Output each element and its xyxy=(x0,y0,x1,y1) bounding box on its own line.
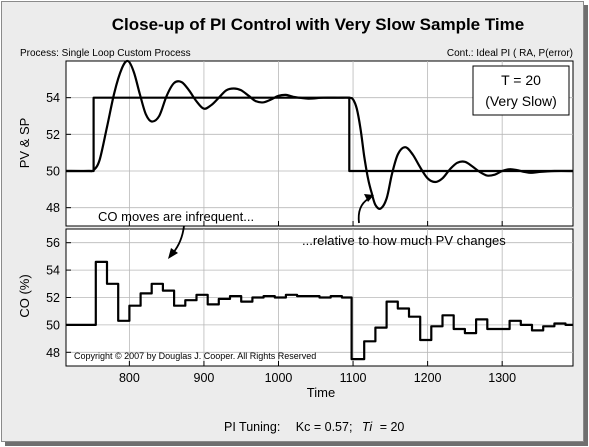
x-tick-label: 800 xyxy=(119,371,140,385)
x-tick-label: 1000 xyxy=(265,371,293,385)
controller-label: Cont.: Ideal PI ( RA, P(error) xyxy=(447,48,573,59)
pv-y-axis-label: PV & SP xyxy=(17,118,32,169)
x-tick-label: 1200 xyxy=(414,371,442,385)
y-tick-label: 54 xyxy=(46,91,60,105)
sample-time-value: T = 20 xyxy=(501,72,541,88)
sample-time-note: (Very Slow) xyxy=(485,93,557,109)
series-line-pv xyxy=(65,59,574,210)
y-tick-label: 54 xyxy=(46,264,60,278)
annotation-pv-changes: ...relative to how much PV changes xyxy=(302,233,506,248)
tuning-ti-symbol: Ti xyxy=(362,420,374,434)
copyright-notice: Copyright © 2007 by Douglas J. Cooper. A… xyxy=(74,351,316,361)
tuning-kc: Kc = 0.57; xyxy=(296,420,353,434)
tuning-ti-value: = 20 xyxy=(380,420,405,434)
co-y-ticks: 48 50 52 54 56 xyxy=(46,236,60,360)
x-ticks: 800 900 1000 1100 1200 1300 xyxy=(119,371,516,385)
x-tick-label: 900 xyxy=(194,371,215,385)
annotation-arrowhead-pv xyxy=(364,194,374,202)
process-label: Process: Single Loop Custom Process xyxy=(20,48,191,59)
y-tick-label: 52 xyxy=(46,291,60,305)
x-axis-label: Time xyxy=(307,385,335,400)
sample-time-box xyxy=(472,65,570,116)
x-tick-label: 1100 xyxy=(340,371,367,385)
series-line-co xyxy=(66,260,573,361)
annotation-co-infrequent: CO moves are infrequent... xyxy=(98,209,254,224)
y-tick-label: 56 xyxy=(46,236,60,250)
co-series xyxy=(66,260,573,361)
y-tick-label: 52 xyxy=(46,128,60,142)
tuning-prefix: PI Tuning: xyxy=(224,420,280,434)
co-y-axis-label: CO (%) xyxy=(17,274,32,317)
y-tick-label: 48 xyxy=(46,201,60,215)
y-tick-label: 48 xyxy=(46,346,60,360)
pv-series xyxy=(65,59,574,210)
pv-y-ticks: 48 50 52 54 xyxy=(46,91,60,215)
y-tick-label: 50 xyxy=(46,165,60,179)
annotation-arrow-pv xyxy=(357,198,369,224)
chart-title: Close-up of PI Control with Very Slow Sa… xyxy=(112,15,524,34)
tuning-footer: PI Tuning: Kc = 0.57; Ti = 20 xyxy=(224,420,404,434)
x-tick-label: 1300 xyxy=(488,371,516,385)
annotation-arrowhead-co xyxy=(168,248,178,259)
y-tick-label: 50 xyxy=(46,318,60,332)
pi-control-chart: Close-up of PI Control with Very Slow Sa… xyxy=(17,15,574,434)
chart-frame: Close-up of PI Control with Very Slow Sa… xyxy=(1,1,584,442)
